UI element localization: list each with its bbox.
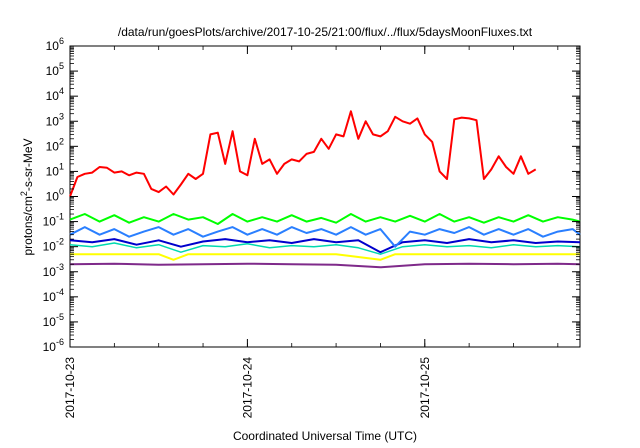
series-line-4 — [69, 238, 581, 254]
y-tick-label: 105 — [46, 61, 64, 78]
y-tick-label: 10-3 — [43, 262, 64, 279]
y-tick-label: 102 — [46, 136, 64, 153]
chart-title: /data/run/goesPlots/archive/2017-10-25/2… — [118, 25, 533, 39]
y-tick-label: 10-5 — [43, 312, 64, 329]
y-tick-label: 10-1 — [43, 212, 64, 229]
y-tick-label: 101 — [46, 161, 64, 178]
series-line-0 — [69, 110, 537, 197]
y-axis-label: protons/cm2-s-sr-MeV — [19, 138, 35, 255]
series-line-6 — [69, 262, 581, 269]
series-layer — [69, 110, 581, 269]
plot-frame — [69, 45, 581, 348]
y-tick-label: 104 — [46, 86, 64, 103]
series-line-3 — [69, 226, 581, 248]
y-tick-label: 10-4 — [43, 287, 64, 304]
y-tick-label: 103 — [46, 111, 64, 128]
y-tick-label: 106 — [46, 36, 64, 53]
y-tick-label: 10-2 — [43, 237, 64, 254]
x-axis-label: Coordinated Universal Time (UTC) — [233, 429, 417, 443]
x-tick-label: 2017-10-23 — [63, 357, 77, 419]
x-axis-ticks: 2017-10-23 2017-10-24 2017-10-25 — [63, 46, 559, 419]
x-tick-label: 2017-10-24 — [240, 357, 254, 419]
series-line-5 — [70, 253, 580, 261]
x-tick-label: 2017-10-25 — [418, 357, 432, 419]
series-line-1 — [69, 213, 581, 225]
series-line-2 — [69, 242, 581, 255]
y-tick-label: 100 — [46, 187, 64, 204]
y-tick-label: 10-6 — [43, 337, 64, 354]
y-axis-ticks: 10-6 10-5 10-4 10-3 10-2 10-1 100 101 102 103 104 1… — [43, 36, 580, 354]
